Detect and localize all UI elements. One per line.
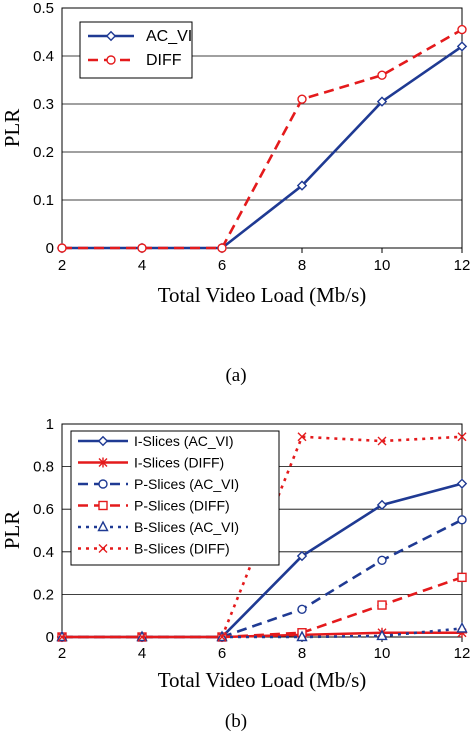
chart-b-point-b-slices-diff [57,632,67,642]
chart-b-y-tick-label: 0.2 [33,586,54,603]
chart-b-series-line-p-slices-diff [62,576,463,639]
chart-a-plot-frame [61,7,463,249]
chart-b-point-b-slices-ac-vi [296,630,308,642]
chart-b-point-b-slices-diff [297,432,307,442]
chart-b-x-tick-label: 4 [138,645,146,662]
chart-a-legend-marker-ac-vi [105,30,117,42]
chart-a-y-axis-label: PLR [0,109,24,148]
chart-b-point-b-slices-diff [217,632,227,642]
chart-a-point-ac-vi [376,96,388,107]
chart-a-legend-marker-diff [106,55,116,65]
chart-a-x-axis-label: Total Video Load (Mb/s) [158,283,367,307]
chart-a-x-tick-label: 8 [298,257,306,274]
chart-a: 0 0.1 0.2 0.3 0.4 0.5 2 4 6 8 10 12 PLR Total Vide… [0,0,470,386]
chart-b-legend-label-p-slices-ac-vi: P-Slices (AC_VI) [134,476,239,492]
chart-b-legend-marker-p-slices-diff [98,500,108,511]
chart-b-point-p-slices-diff [377,600,387,610]
chart-a-point-diff [457,24,467,35]
chart-a-y-tick-label: 0.2 [33,144,54,161]
chart-b-series-line-b-slices-diff [62,435,463,639]
chart-a-x-tick-label: 6 [218,257,226,274]
chart-a-series-line-diff [62,28,463,250]
chart-a-y-tick-label: 0.5 [33,0,54,17]
chart-b-point-i-slices-ac-vi [376,499,388,511]
chart-a-x-tick-label: 10 [374,257,391,274]
chart-a-legend-label-ac-vi: AC_VI [146,28,192,45]
chart-b-point-p-slices-ac-vi [377,555,387,566]
chart-a-point-diff [377,70,387,80]
chart-b-legend-marker-b-slices-ac-vi [97,520,109,532]
chart-b-legend-label-b-slices-ac-vi: B-Slices (AC_VI) [134,519,239,535]
chart-b-y-tick-label: 0 [46,629,54,646]
chart-b-point-b-slices-ac-vi [376,629,388,641]
chart-b-x-ticks: 2 4 6 8 10 12 [58,637,471,662]
chart-b-legend-label-i-slices-ac-vi: I-Slices (AC_VI) [134,433,234,449]
chart-b-x-tick-label: 8 [298,645,306,662]
chart-b-point-i-slices-ac-vi [456,478,468,489]
chart-b-legend-marker-i-slices-ac-vi [97,435,109,447]
chart-b-y-tick-label: 1 [46,416,54,433]
chart-b-legend-box [70,430,280,566]
chart-b-point-b-slices-ac-vi [456,621,468,633]
chart-b-legend: I-Slices (AC_VI) I-Slices (DIFF) P-Slices … [70,430,280,566]
chart-b-y-tick-label: 0.6 [33,501,54,518]
chart-b-legend-marker-b-slices-diff [98,544,108,553]
chart-b-legend-label-p-slices-diff: P-Slices (DIFF) [134,498,230,514]
chart-a-point-ac-vi [456,41,468,52]
chart-b-x-tick-label: 2 [58,645,66,662]
chart-b-x-axis-label: Total Video Load (Mb/s) [158,668,367,692]
chart-a-y-tick-label: 0.3 [33,96,54,113]
chart-a-series [56,24,468,254]
chart-b-point-b-slices-diff [377,436,387,446]
chart-b-y-ticks: 0 0.2 0.4 0.6 0.8 1 [33,416,54,646]
chart-a-point-ac-vi [296,180,308,191]
chart-a-y-tick-label: 0.4 [33,48,54,65]
chart-b-point-b-slices-diff [137,632,147,642]
chart-b-legend-marker-i-slices-diff [98,457,108,468]
chart-b-x-tick-label: 12 [454,645,471,662]
chart-a-point-diff [137,243,147,253]
chart-a-legend: AC_VI DIFF [79,21,193,79]
chart-a-legend-label-diff: DIFF [146,52,182,69]
chart-b-x-tick-label: 10 [374,645,391,662]
chart-b-x-tick-label: 6 [218,645,226,662]
chart-b-y-tick-label: 0.4 [33,544,54,561]
chart-a-caption: (a) [225,365,246,386]
chart-a-x-ticks: 2 4 6 8 10 12 [58,248,471,274]
chart-a-legend-box [79,21,193,79]
chart-a-x-tick-label: 2 [58,257,66,274]
chart-b-point-i-slices-diff [457,627,467,638]
chart-b-caption: (b) [225,711,247,732]
chart-a-y-tick-label: 0 [46,240,54,257]
chart-a-point-diff [297,94,307,104]
chart-a-y-tick-label: 0.1 [33,192,54,209]
chart-b-point-b-slices-diff [457,432,467,442]
chart-b-legend-marker-p-slices-ac-vi [98,479,108,489]
chart-b-point-p-slices-ac-vi [457,515,467,525]
chart-b: 0 0.2 0.4 0.6 0.8 1 2 4 6 8 10 12 PLR Total Video … [0,416,470,732]
chart-a-x-tick-label: 4 [138,257,146,274]
chart-b-series [56,432,468,643]
chart-b-y-axis-label: PLR [0,511,24,550]
chart-a-x-tick-label: 12 [454,257,471,274]
chart-b-y-tick-label: 0.8 [33,459,54,476]
chart-b-legend-label-b-slices-diff: B-Slices (DIFF) [134,541,230,557]
chart-a-point-diff [57,243,67,253]
chart-b-legend-label-i-slices-diff: I-Slices (DIFF) [134,455,224,471]
chart-a-y-ticks: 0 0.1 0.2 0.3 0.4 0.5 [33,0,54,257]
chart-b-point-i-slices-ac-vi [296,550,308,562]
chart-a-point-diff [217,243,227,253]
chart-b-point-p-slices-diff [457,572,467,583]
chart-b-point-p-slices-ac-vi [297,604,307,615]
